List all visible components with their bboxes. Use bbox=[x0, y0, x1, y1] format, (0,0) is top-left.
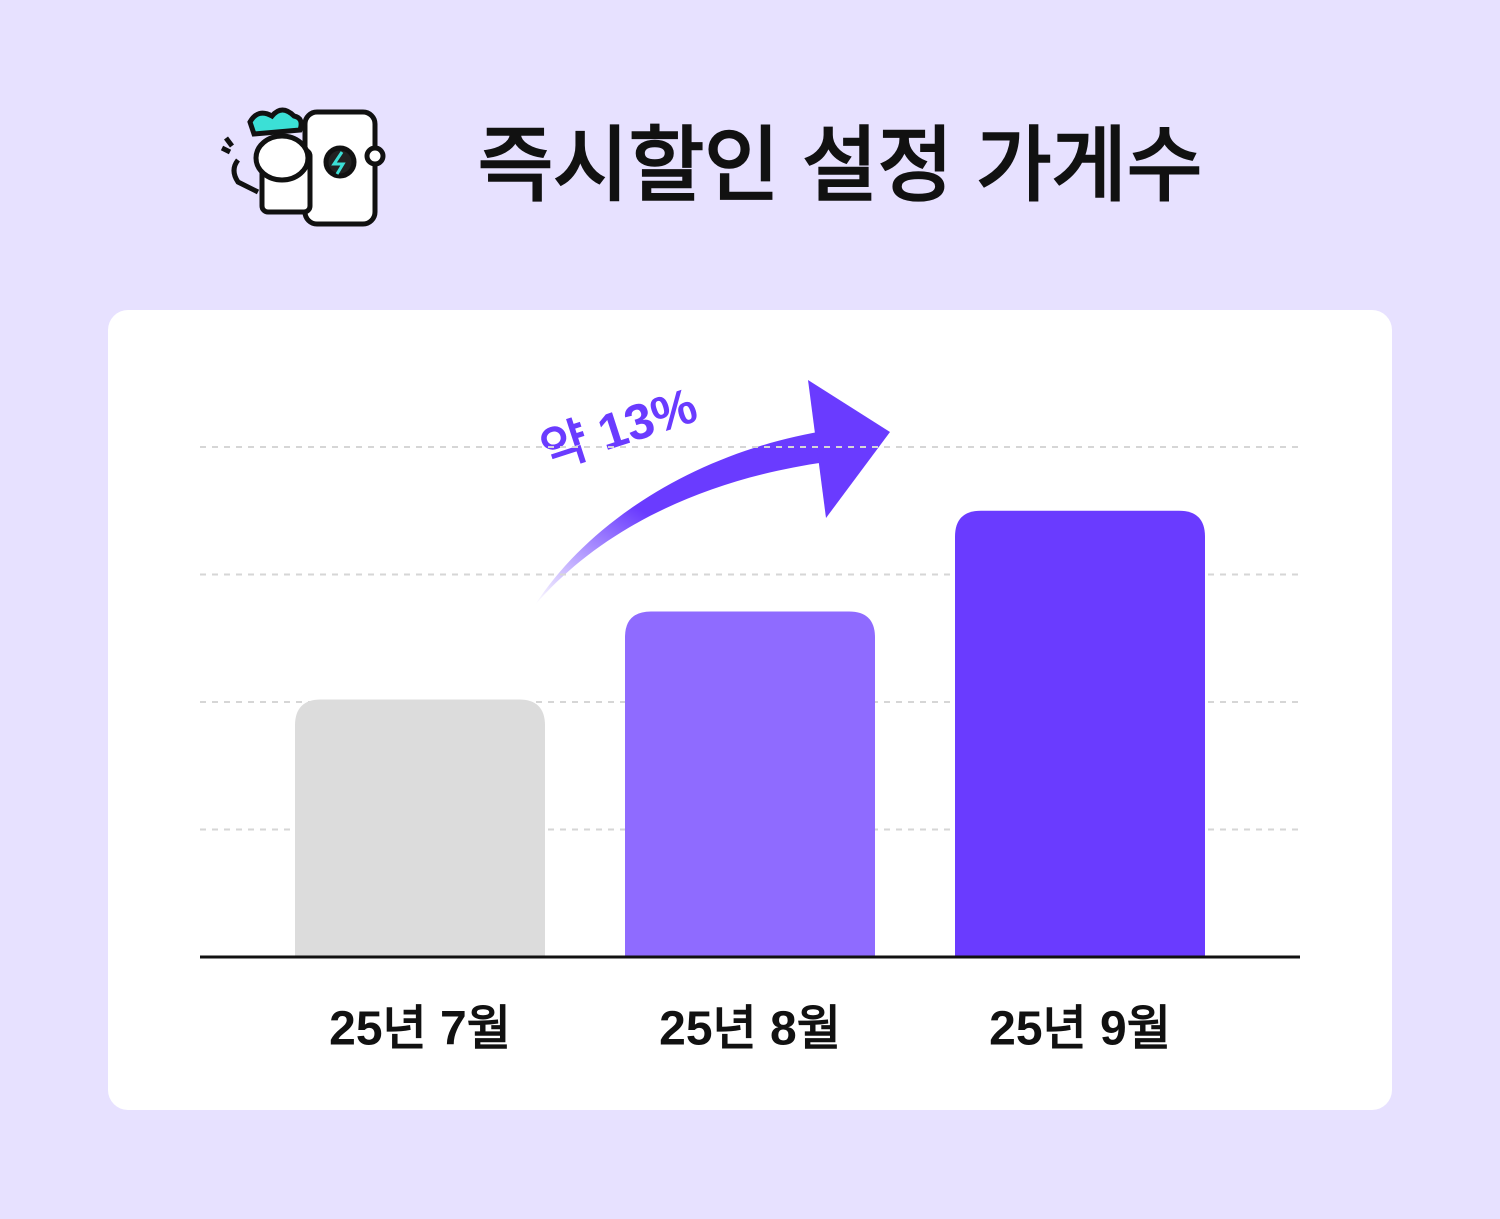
bar bbox=[295, 699, 545, 957]
x-tick-label: 25년 7월 bbox=[329, 1003, 511, 1056]
logo-icon bbox=[220, 107, 386, 227]
trend-arrow bbox=[535, 380, 890, 605]
x-tick-label: 25년 8월 bbox=[659, 1003, 841, 1056]
chart-title: 즉시할인 설정 가게수 bbox=[478, 121, 1203, 212]
bar bbox=[625, 611, 875, 957]
x-tick-label: 25년 9월 bbox=[989, 1003, 1171, 1056]
bar bbox=[955, 510, 1205, 957]
